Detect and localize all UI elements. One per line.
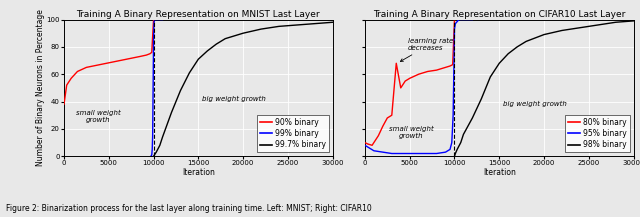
Text: small weight
growth: small weight growth xyxy=(76,110,120,123)
Text: learning rate
decreases: learning rate decreases xyxy=(401,38,453,61)
Legend: 80% binary, 95% binary, 98% binary: 80% binary, 95% binary, 98% binary xyxy=(565,115,630,152)
Y-axis label: Number of Binary Neurons in Percentage: Number of Binary Neurons in Percentage xyxy=(36,10,45,166)
Text: small weight
growth: small weight growth xyxy=(389,126,434,139)
Title: Training A Binary Representation on MNIST Last Layer: Training A Binary Representation on MNIS… xyxy=(77,10,320,19)
Text: big weight growth: big weight growth xyxy=(503,101,567,107)
Legend: 90% binary, 99% binary, 99.7% binary: 90% binary, 99% binary, 99.7% binary xyxy=(257,115,329,152)
X-axis label: Iteration: Iteration xyxy=(483,168,516,177)
Text: Figure 2: Binarization process for the last layer along training time. Left: MNI: Figure 2: Binarization process for the l… xyxy=(6,204,372,213)
Text: big weight growth: big weight growth xyxy=(202,96,266,102)
Title: Training A Binary Representation on CIFAR10 Last Layer: Training A Binary Representation on CIFA… xyxy=(373,10,625,19)
X-axis label: Iteration: Iteration xyxy=(182,168,215,177)
